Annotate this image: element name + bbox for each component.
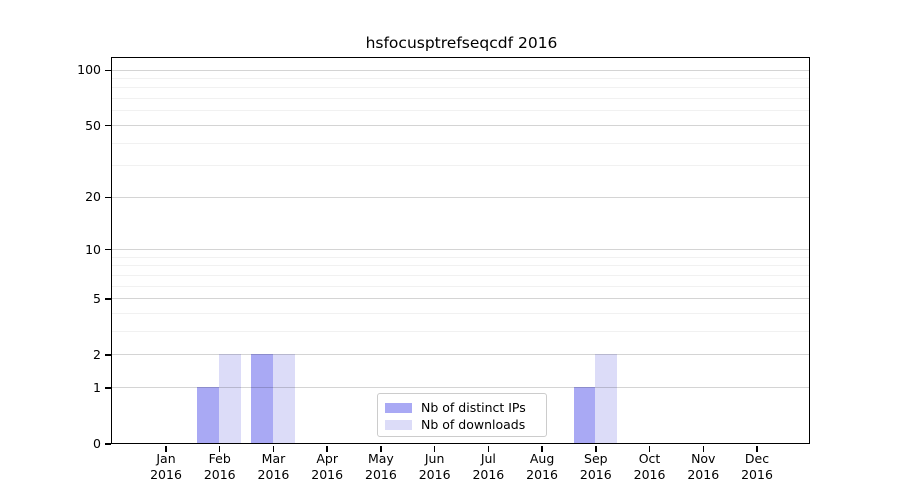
gridline-major [112,249,810,251]
x-axis-tick [487,445,490,452]
x-axis-tick [702,445,704,452]
y-axis-tick [105,69,112,71]
x-tick-label-month: Feb [208,451,231,466]
x-tick-label-year: 2016 [633,467,666,482]
gridline-major [112,124,810,126]
x-tick-label: Sep 2016 [560,451,632,483]
x-tick-label-month: Aug [529,451,555,466]
x-tick-label-year: 2016 [579,467,612,482]
gridline-minor [112,110,810,112]
x-axis-tick [165,445,167,452]
x-tick-label-month: Nov [691,451,716,466]
legend: Nb of distinct IPs Nb of downloads [377,393,547,437]
x-tick-label-year: 2016 [526,467,558,482]
x-tick-label: Jun 2016 [399,451,471,483]
gridline-minor [112,256,810,258]
x-tick-label: Apr 2016 [291,451,363,483]
y-axis-tick [105,249,112,251]
y-axis-tick [105,124,112,127]
bar-distinct-ips [573,387,596,444]
x-axis-tick [219,445,221,452]
y-axis-tick [105,387,112,389]
gridline-major [112,196,810,198]
x-axis-tick [380,445,382,452]
x-axis-tick [648,445,651,452]
x-tick-label-year: 2016 [418,467,451,482]
y-tick-label: 10 [85,241,101,257]
plot-area [111,57,811,445]
y-tick-label: 5 [93,290,101,306]
x-tick-label-year: 2016 [741,467,773,482]
x-tick-label-month: Dec [744,451,770,466]
x-tick-label-month: Jul [480,451,496,466]
gridline-minor [112,274,810,276]
x-tick-label-month: Sep [584,451,608,466]
y-tick-label: 2 [93,347,101,363]
x-tick-label-month: Jun [424,451,445,466]
gridline-minor [112,285,810,287]
legend-swatch-downloads [385,419,412,430]
x-tick-label: Dec 2016 [721,451,793,483]
gridline-major [112,387,810,389]
gridline-major [112,354,810,356]
legend-item-downloads: Nb of downloads [385,416,539,433]
x-tick-label: Oct 2016 [614,451,686,483]
gridline-minor [112,142,810,144]
gridline-major [112,298,810,300]
y-tick-label: 1 [93,379,101,395]
gridline-minor [112,78,810,80]
x-tick-label: Feb 2016 [184,451,256,483]
x-tick-label-month: Mar [261,451,286,466]
y-axis-tick [105,196,112,199]
x-tick-label-month: Oct [638,451,661,466]
gridline-minor [112,87,810,89]
bar-downloads [595,354,617,444]
gridline-minor [112,165,810,167]
legend-label-downloads: Nb of downloads [421,417,526,432]
y-axis-tick [105,298,112,300]
y-tick-label: 0 [93,436,101,451]
x-axis-tick [433,445,436,452]
x-tick-label-year: 2016 [472,467,505,482]
gridline-minor [112,265,810,267]
x-tick-label: Aug 2016 [506,451,578,483]
x-tick-label-month: Jan [156,451,176,466]
legend-swatch-distinct-ips [385,402,412,413]
gridline-major [112,69,810,71]
y-axis-tick [105,443,112,445]
x-tick-label-year: 2016 [687,467,720,482]
bar-distinct-ips [197,387,220,444]
x-tick-label: Nov 2016 [667,451,739,483]
gridline-minor [112,313,810,315]
x-axis-tick [326,445,328,452]
x-tick-label-year: 2016 [311,467,344,482]
y-tick-label: 20 [85,189,101,205]
gridline-minor [112,331,810,333]
bar-downloads [272,354,295,444]
x-tick-label: May 2016 [345,451,417,483]
x-axis-tick [756,445,758,452]
y-axis-tick [105,354,112,356]
x-axis-tick [272,445,275,452]
legend-item-distinct-ips: Nb of distinct IPs [385,399,539,416]
legend-label-distinct-ips: Nb of distinct IPs [421,400,526,415]
x-tick-label-year: 2016 [257,467,290,482]
x-axis-tick [595,445,597,452]
x-tick-label: Jul 2016 [452,451,524,483]
x-tick-label-year: 2016 [150,467,182,482]
y-tick-label: 100 [77,62,101,78]
x-tick-label-month: May [367,451,394,466]
bar-distinct-ips [251,354,273,444]
chart-title: hsfocusptrefseqcdf 2016 [365,34,558,52]
x-tick-label-year: 2016 [203,467,236,482]
x-tick-label: Mar 2016 [237,451,309,483]
bar-downloads [219,354,241,444]
x-tick-label-month: Apr [316,451,338,466]
x-axis-tick [541,445,543,452]
x-tick-label: Jan 2016 [130,451,202,483]
y-tick-label: 50 [85,117,101,133]
x-tick-label-year: 2016 [365,467,397,482]
gridline-minor [112,98,810,100]
